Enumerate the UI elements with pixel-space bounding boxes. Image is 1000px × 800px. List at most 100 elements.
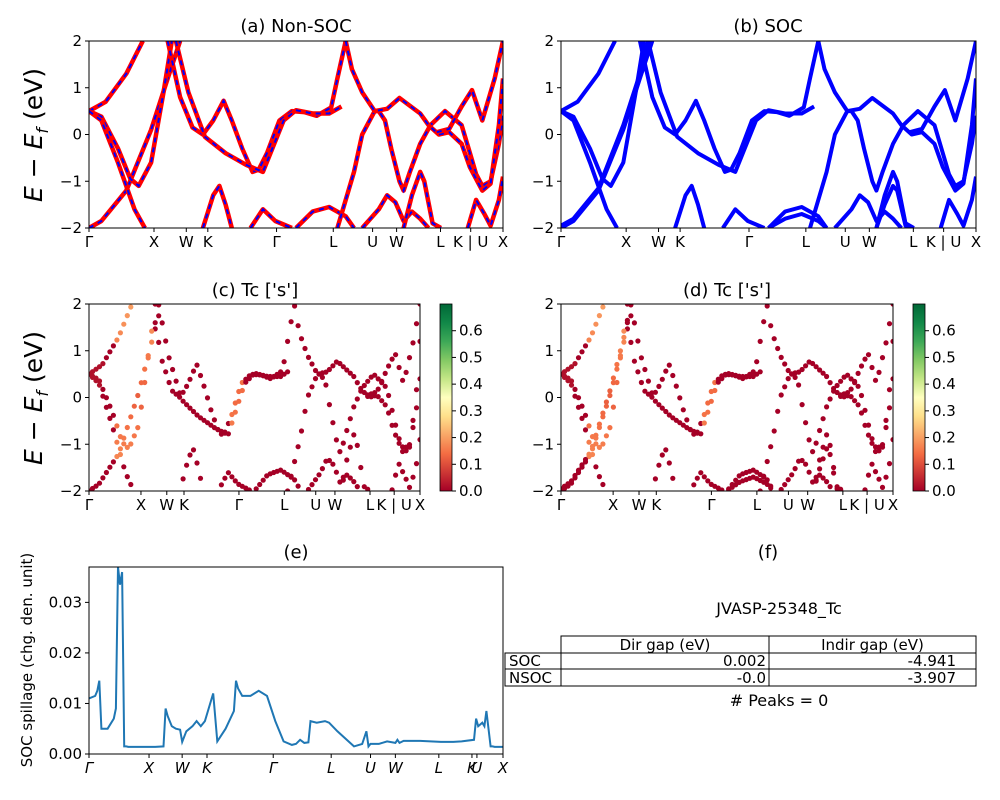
point-c — [114, 337, 120, 343]
point-c — [400, 377, 406, 383]
band-b-6 — [646, 41, 816, 174]
point-d — [666, 460, 672, 466]
point-d — [824, 373, 830, 380]
point-c — [222, 475, 228, 481]
point-c — [382, 370, 388, 376]
point-d — [858, 410, 865, 416]
point-d — [621, 334, 627, 340]
colorbar-tick-label: 0.2 — [459, 429, 483, 447]
band-a-dash-2 — [89, 41, 144, 112]
point-c — [396, 436, 402, 442]
point-d — [684, 417, 690, 423]
point-c — [170, 366, 176, 373]
panel-b-ytick-label: 1 — [544, 79, 554, 97]
point-c — [96, 382, 103, 388]
panel-c-title: (c) Tc ['s'] — [212, 280, 299, 301]
table-cell-indir-gap: -4.941 — [908, 652, 956, 670]
point-d — [659, 405, 665, 411]
point-c — [403, 369, 409, 375]
point-d — [858, 392, 865, 399]
point-c — [159, 358, 165, 364]
peaks-text: # Peaks = 0 — [730, 691, 829, 710]
point-d — [803, 420, 809, 426]
point-d — [754, 359, 760, 365]
panel-d-xtick-label: K | U — [849, 496, 884, 514]
band-a-dash-5 — [174, 41, 342, 174]
point-c — [229, 420, 235, 426]
point-d — [666, 412, 672, 418]
panel-d-xtick-label: L — [753, 496, 762, 514]
point-c — [292, 477, 298, 483]
point-d — [715, 379, 721, 385]
band-b-3 — [561, 41, 617, 113]
point-d — [764, 458, 770, 465]
point-d — [568, 382, 575, 388]
panel-d-title: (d) Tc ['s'] — [683, 280, 771, 301]
point-d — [827, 451, 833, 458]
point-c — [197, 475, 204, 481]
band-a-dash-10 — [344, 41, 503, 193]
panel-a-ytick-label: −1 — [60, 172, 82, 190]
point-d — [757, 338, 763, 344]
point-c — [365, 486, 371, 491]
point-d — [719, 376, 725, 382]
point-c — [347, 444, 353, 450]
point-d — [572, 361, 578, 367]
point-d — [824, 446, 830, 452]
table-cell-dir-gap: 0.002 — [723, 652, 766, 670]
point-d — [890, 338, 893, 344]
point-d — [579, 349, 585, 355]
panel-b-bands — [561, 41, 976, 228]
point-d — [876, 476, 882, 482]
point-c — [142, 366, 148, 372]
point-c — [156, 304, 162, 308]
point-d — [869, 461, 875, 467]
panel-e-frame — [88, 566, 504, 755]
point-c — [312, 477, 319, 483]
point-d — [649, 394, 655, 400]
panel-a-xtick-label: Γ — [85, 233, 94, 251]
panel-c-xtick-label: L — [366, 496, 375, 514]
point-c — [184, 402, 190, 408]
point-d — [886, 461, 893, 467]
point-d — [886, 405, 893, 411]
band-a-dash-7 — [249, 207, 293, 228]
point-d — [858, 363, 865, 369]
point-c — [163, 369, 169, 375]
point-d — [778, 486, 784, 491]
point-d — [586, 423, 592, 429]
point-d — [638, 379, 645, 386]
point-d — [579, 415, 585, 421]
point-d — [848, 386, 854, 392]
table-row — [504, 668, 977, 687]
point-c — [347, 370, 353, 376]
point-c — [358, 385, 364, 392]
point-c — [208, 407, 214, 413]
panel-c-xtick-label: X — [415, 496, 425, 514]
point-d — [782, 384, 788, 390]
point-c — [166, 379, 172, 386]
point-d — [883, 424, 889, 431]
point-c — [340, 364, 346, 370]
point-d — [603, 433, 610, 439]
point-d — [670, 372, 676, 379]
panel-b-xtick-label: Γ — [557, 233, 566, 251]
panel-d-ytick-label: 1 — [544, 342, 554, 360]
panel-d-xtick-label: Γ — [707, 496, 716, 514]
point-d — [799, 402, 805, 408]
point-c — [107, 464, 113, 470]
panel-a-ytick-label: 1 — [72, 79, 82, 97]
point-d — [652, 398, 659, 404]
point-c — [166, 355, 172, 361]
panel-c-xtick-label: Γ — [85, 496, 94, 514]
point-d — [792, 374, 798, 380]
point-c — [396, 440, 402, 446]
band-a-dash-13 — [436, 41, 503, 134]
point-c — [298, 428, 305, 434]
point-d — [663, 447, 669, 453]
point-c — [372, 372, 378, 378]
point-d — [869, 364, 875, 371]
point-c — [135, 392, 141, 399]
point-c — [295, 323, 301, 329]
point-d — [565, 481, 571, 487]
